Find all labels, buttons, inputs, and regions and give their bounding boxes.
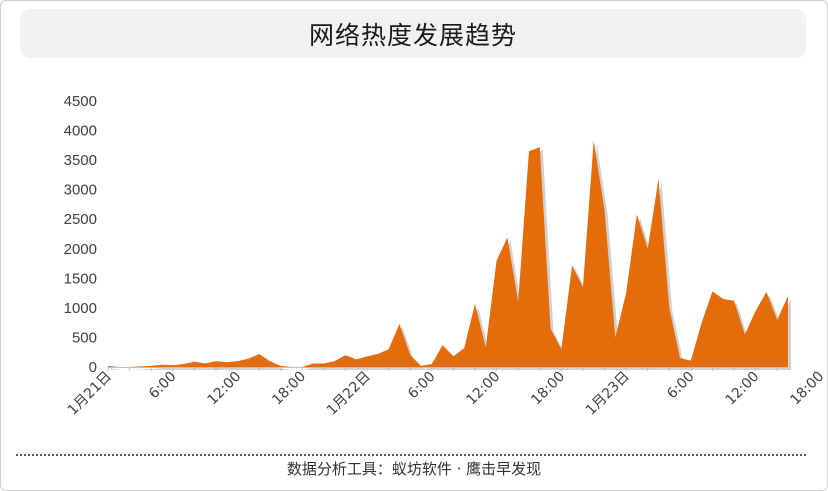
x-tick-label: 12:00 xyxy=(723,369,763,409)
y-tick-label: 500 xyxy=(72,329,97,346)
x-tick-label: 12:00 xyxy=(205,369,245,409)
title-box: 网络热度发展趋势 xyxy=(20,9,806,58)
y-tick-label: 3000 xyxy=(64,182,97,199)
y-tick-label: 2500 xyxy=(64,211,97,228)
x-tick-label: 1月21日 xyxy=(65,369,115,419)
y-tick-label: 0 xyxy=(89,359,97,376)
y-tick-label: 1500 xyxy=(64,270,97,287)
x-tick-label: 6:00 xyxy=(146,369,180,403)
x-tick-label: 12:00 xyxy=(464,369,504,409)
y-tick-label: 2000 xyxy=(64,241,97,258)
y-tick-label: 3500 xyxy=(64,152,97,169)
x-tick-label: 6:00 xyxy=(405,369,439,403)
y-tick-label: 1000 xyxy=(64,300,97,317)
y-tick-label: 4000 xyxy=(64,123,97,140)
x-tick-label: 6:00 xyxy=(664,369,698,403)
footer-source: 数据分析工具：蚁坊软件 · 鹰击早发现 xyxy=(286,460,542,478)
data-area-series xyxy=(108,140,788,367)
x-tick-label: 18:00 xyxy=(528,369,568,409)
x-tick-label: 1月22日 xyxy=(324,369,374,419)
area-shadow xyxy=(111,143,791,370)
x-tick-label: 18:00 xyxy=(787,369,827,409)
y-tick-label: 4500 xyxy=(64,93,97,110)
x-tick-label: 18:00 xyxy=(269,369,309,409)
chart-title: 网络热度发展趋势 xyxy=(308,20,517,50)
x-tick-label: 1月23日 xyxy=(583,369,633,419)
footer-divider xyxy=(16,454,806,456)
